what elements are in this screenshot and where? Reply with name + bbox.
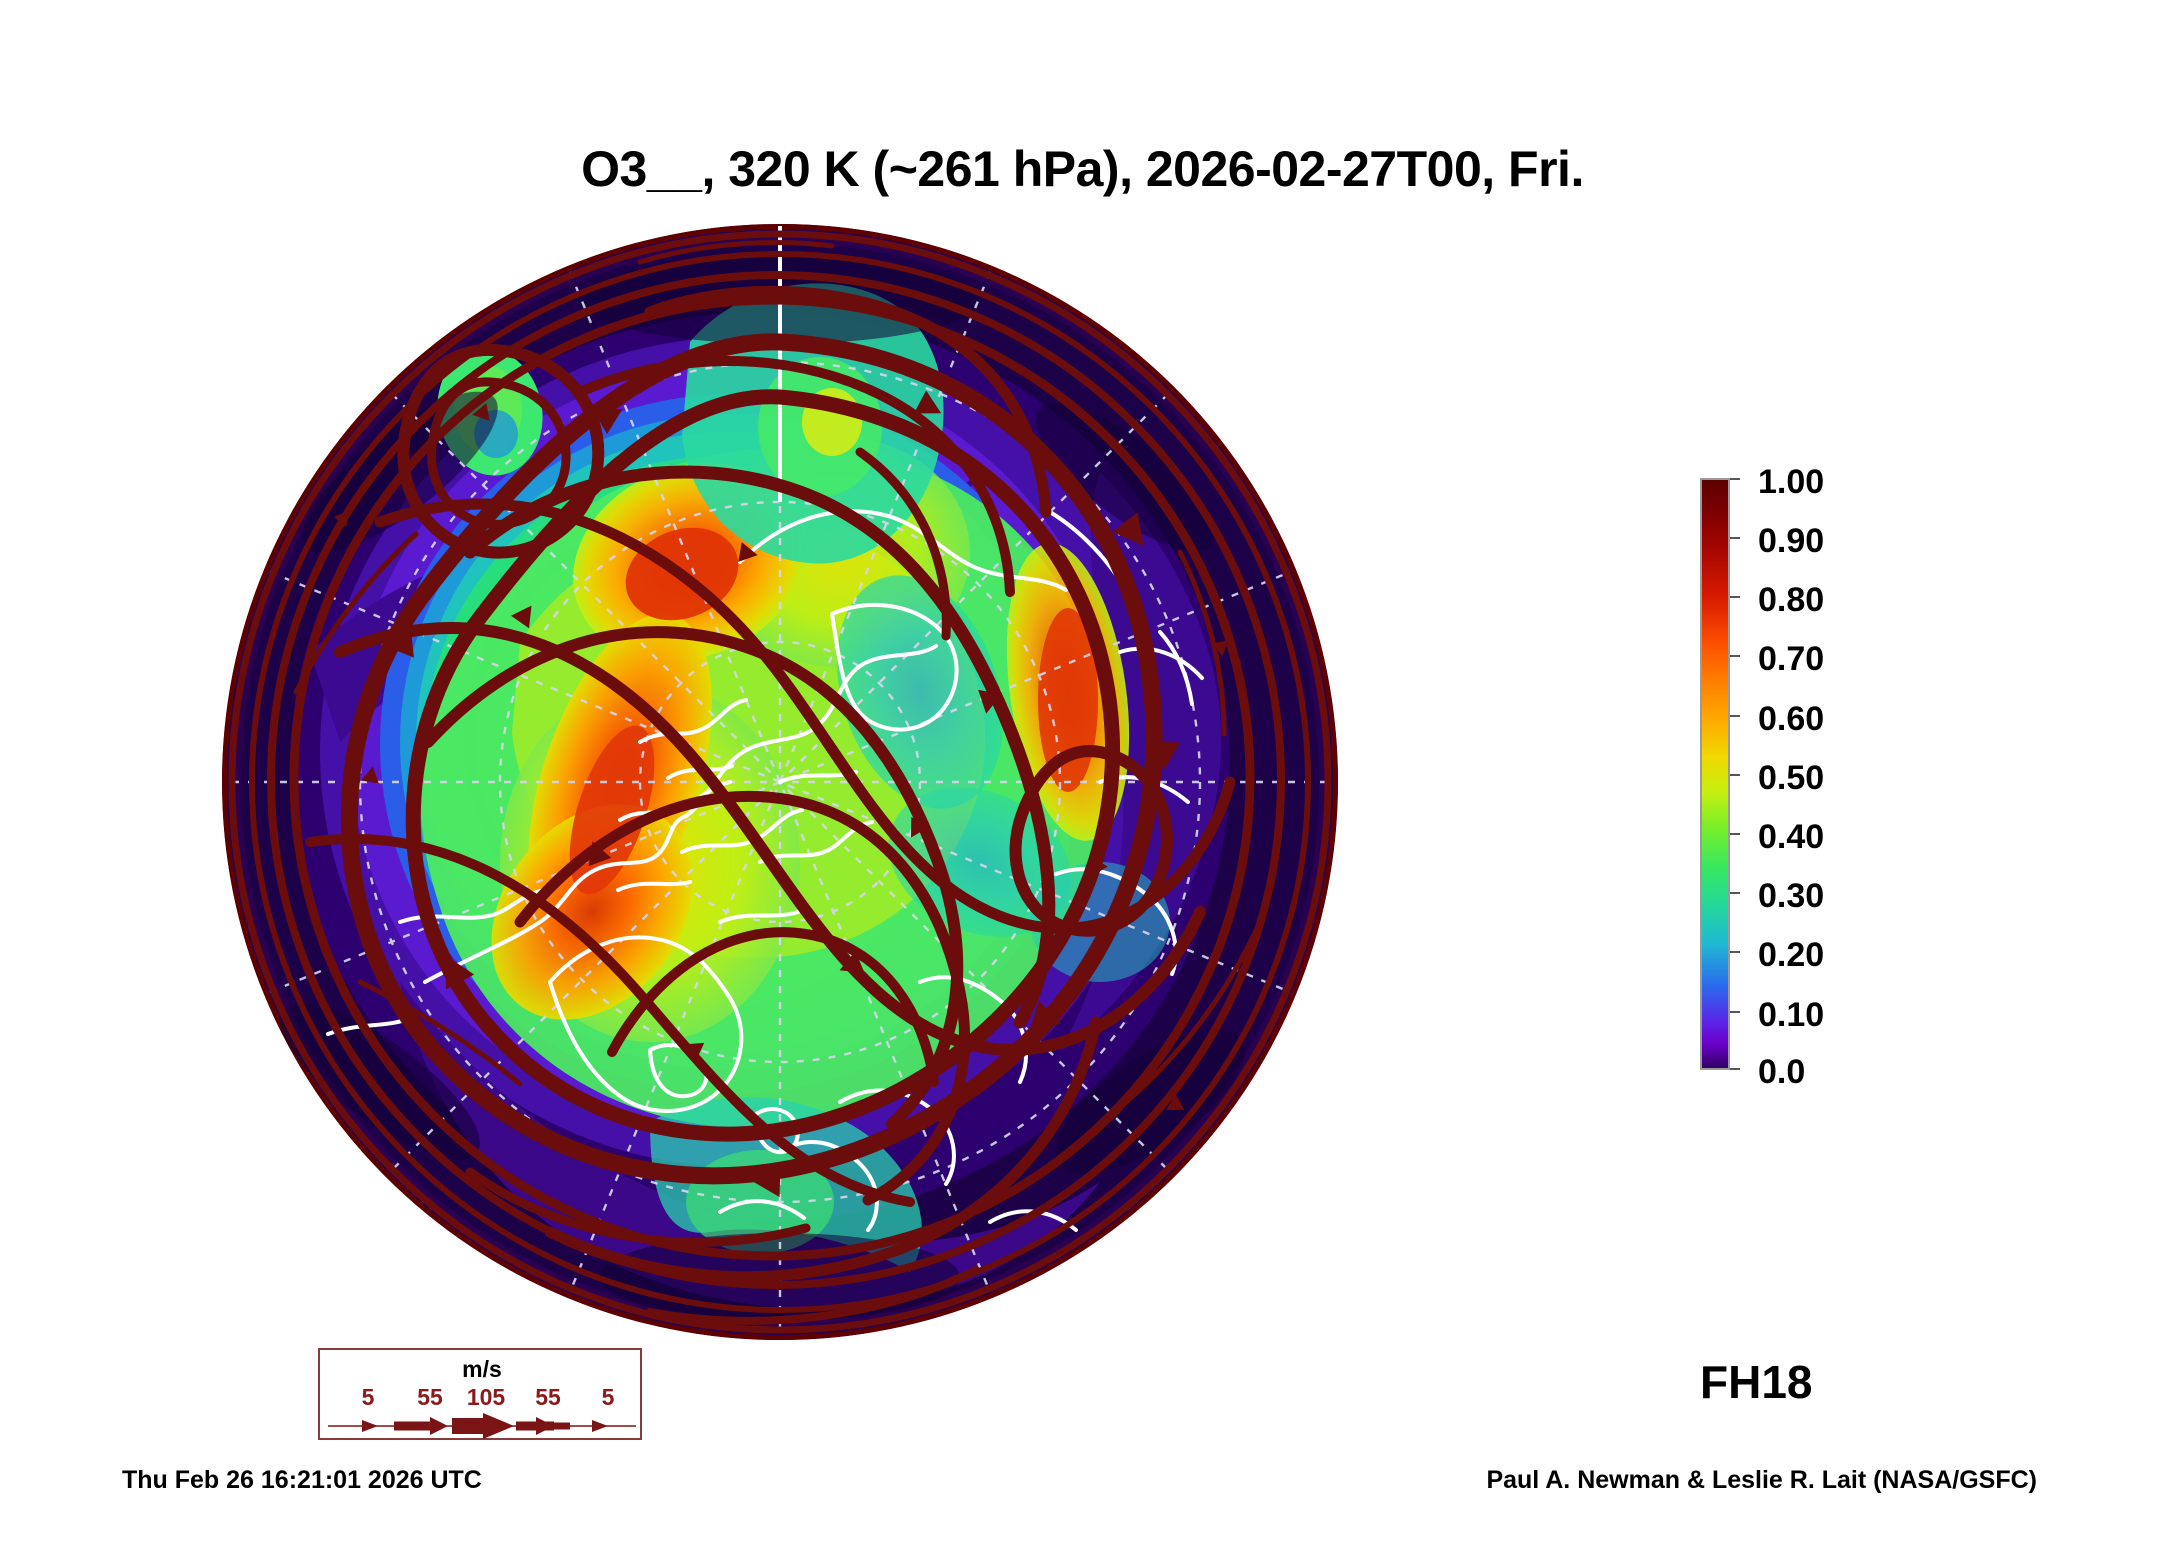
polar-stereographic-map [220,222,1340,1342]
author-credit: Paul A. Newman & Leslie R. Lait (NASA/GS… [1486,1466,2037,1494]
wind-speed-legend: m/s 5 55 105 55 5 [318,1348,642,1440]
colorbar-tick [1730,774,1740,776]
wind-arrow-scale-icon [328,1413,636,1439]
forecast-hour-label: FH18 [1700,1356,1813,1408]
colorbar-label: 0.20 [1758,936,1825,974]
wind-value: 55 [417,1384,443,1410]
colorbar-label: 0.70 [1758,640,1825,678]
colorbar-label: 0.40 [1758,818,1825,856]
colorbar-tick [1730,1068,1740,1070]
colorbar-label: 0.50 [1758,759,1825,797]
wind-value: 105 [466,1384,506,1410]
wind-value: 55 [535,1384,561,1410]
colorbar-gradient [1700,478,1730,1070]
wind-value: 5 [361,1384,375,1410]
colorbar-tick [1730,478,1740,480]
colorbar-label: 0.60 [1758,700,1825,738]
colorbar-tick [1730,655,1740,657]
colorbar-tick [1730,892,1740,894]
colorbar-tick [1730,537,1740,539]
page-title: O3__, 320 K (~261 hPa), 2026-02-27T00, F… [581,141,1584,197]
colorbar-label: 0.30 [1758,877,1825,915]
colorbar: 1.00 0.90 0.80 0.70 0.60 0.50 0.40 0.30 … [1700,465,2120,1089]
wind-unit-label: m/s [462,1356,502,1382]
colorbar-tick [1730,1011,1740,1013]
colorbar-label: 0.10 [1758,996,1825,1034]
generation-timestamp: Thu Feb 26 16:21:01 2026 UTC [122,1466,482,1494]
colorbar-tick [1730,833,1740,835]
colorbar-label: 0.0 [1758,1053,1806,1091]
colorbar-label: 1.00 [1758,463,1825,501]
streamline-arrowheads [333,390,1228,1291]
colorbar-tick [1730,951,1740,953]
colorbar-tick [1730,596,1740,598]
colorbar-label: 0.80 [1758,581,1825,619]
wind-value: 5 [601,1384,615,1410]
colorbar-label: 0.90 [1758,522,1825,560]
colorbar-tick [1730,715,1740,717]
